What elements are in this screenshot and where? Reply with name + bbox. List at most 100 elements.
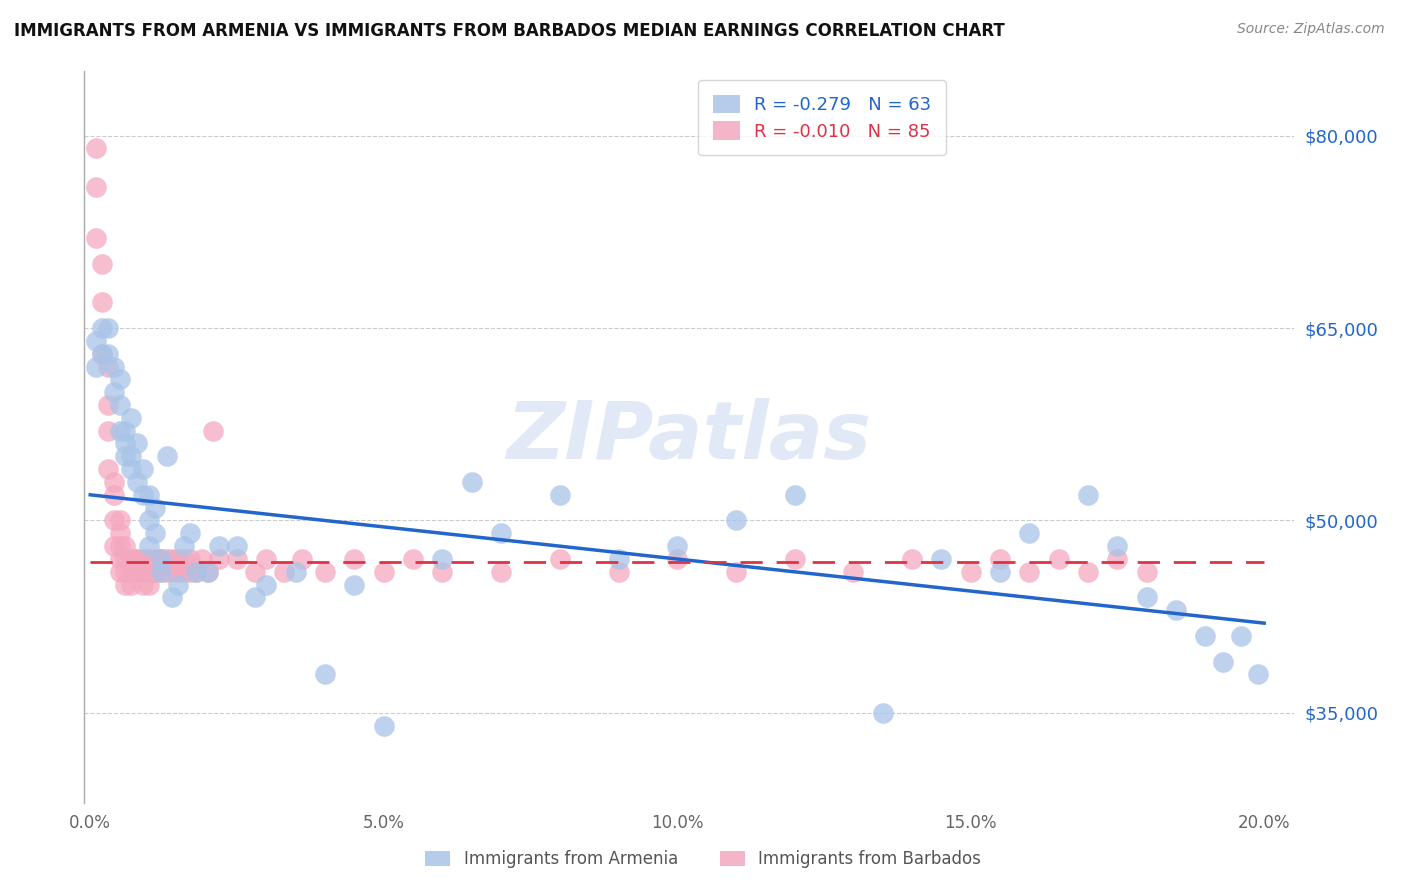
Point: [1107, 539, 1129, 553]
Point: [120, 552, 142, 566]
Point: [373, 719, 395, 733]
Point: [489, 565, 512, 579]
Point: [149, 552, 172, 566]
Point: [149, 552, 172, 566]
Point: [666, 539, 689, 553]
Point: [132, 565, 155, 579]
Point: [666, 552, 689, 566]
Point: [97, 359, 120, 374]
Point: [432, 552, 454, 566]
Point: [343, 577, 366, 591]
Point: [607, 565, 630, 579]
Point: [143, 552, 166, 566]
Point: [97, 398, 120, 412]
Point: [1018, 565, 1040, 579]
Point: [901, 552, 924, 566]
Point: [127, 565, 149, 579]
Point: [143, 500, 166, 515]
Point: [103, 475, 125, 489]
Point: [167, 577, 190, 591]
Point: [314, 565, 336, 579]
Point: [97, 424, 120, 438]
Point: [988, 552, 1011, 566]
Point: [155, 552, 177, 566]
Point: [314, 667, 336, 681]
Point: [108, 398, 131, 412]
Point: [120, 565, 142, 579]
Point: [162, 552, 184, 566]
Point: [254, 577, 277, 591]
Point: [783, 488, 806, 502]
Point: [91, 346, 114, 360]
Point: [108, 526, 131, 541]
Point: [155, 565, 177, 579]
Point: [173, 565, 195, 579]
Point: [173, 552, 195, 566]
Point: [959, 565, 981, 579]
Point: [284, 565, 307, 579]
Point: [132, 552, 155, 566]
Point: [84, 334, 107, 348]
Point: [208, 552, 231, 566]
Point: [167, 565, 190, 579]
Text: Source: ZipAtlas.com: Source: ZipAtlas.com: [1237, 22, 1385, 37]
Point: [842, 565, 865, 579]
Point: [190, 552, 212, 566]
Point: [114, 552, 136, 566]
Point: [108, 552, 131, 566]
Point: [402, 552, 425, 566]
Point: [254, 552, 277, 566]
Point: [120, 462, 142, 476]
Point: [138, 539, 160, 553]
Point: [162, 565, 184, 579]
Point: [872, 706, 894, 720]
Point: [143, 526, 166, 541]
Point: [1047, 552, 1070, 566]
Point: [1136, 591, 1159, 605]
Point: [114, 565, 136, 579]
Point: [132, 565, 155, 579]
Point: [1136, 565, 1159, 579]
Point: [132, 488, 155, 502]
Point: [548, 488, 571, 502]
Point: [84, 141, 107, 155]
Point: [103, 385, 125, 400]
Point: [1247, 667, 1270, 681]
Point: [489, 526, 512, 541]
Point: [127, 552, 149, 566]
Point: [1018, 526, 1040, 541]
Point: [138, 552, 160, 566]
Point: [1212, 655, 1234, 669]
Point: [184, 565, 207, 579]
Point: [149, 565, 172, 579]
Point: [114, 424, 136, 438]
Text: ZIPatlas: ZIPatlas: [506, 398, 872, 476]
Point: [103, 488, 125, 502]
Point: [103, 359, 125, 374]
Point: [143, 565, 166, 579]
Point: [120, 450, 142, 464]
Point: [273, 565, 295, 579]
Point: [108, 565, 131, 579]
Point: [114, 577, 136, 591]
Point: [1166, 603, 1188, 617]
Point: [138, 577, 160, 591]
Point: [108, 372, 131, 386]
Point: [1077, 488, 1099, 502]
Point: [724, 565, 747, 579]
Point: [1107, 552, 1129, 566]
Point: [114, 450, 136, 464]
Point: [343, 552, 366, 566]
Point: [607, 552, 630, 566]
Point: [1229, 629, 1251, 643]
Point: [120, 552, 142, 566]
Point: [127, 436, 149, 450]
Point: [226, 552, 249, 566]
Point: [91, 321, 114, 335]
Point: [97, 462, 120, 476]
Point: [91, 346, 114, 360]
Point: [548, 552, 571, 566]
Point: [114, 539, 136, 553]
Point: [84, 231, 107, 245]
Point: [179, 552, 201, 566]
